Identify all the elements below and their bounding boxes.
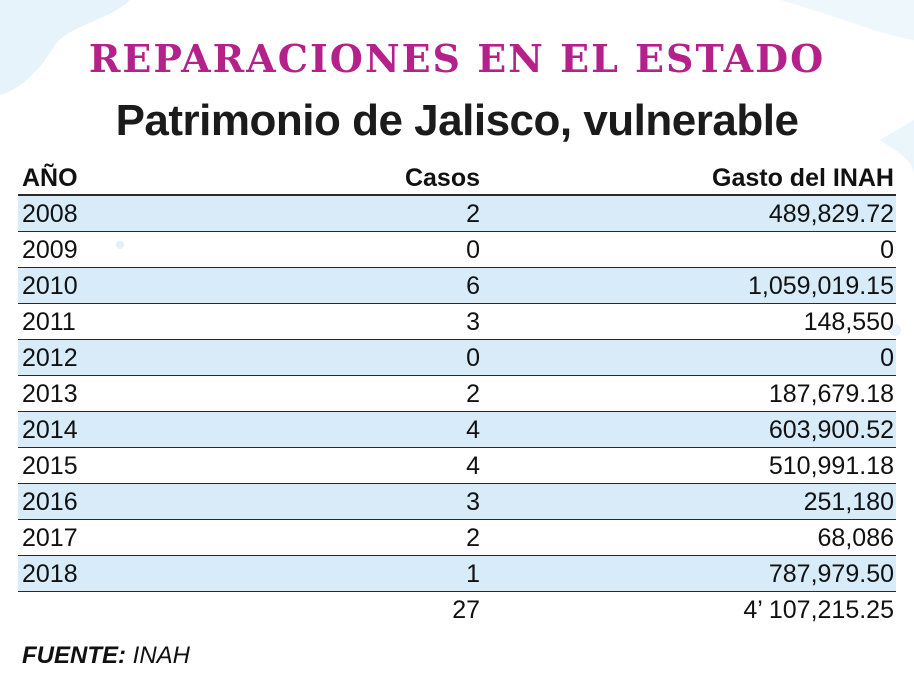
table-row: 2016 3 251,180 [18, 484, 896, 520]
cell-cases: 3 [466, 488, 480, 516]
table-header: AÑO Casos Gasto del INAH [18, 160, 896, 196]
cell-year: 2015 [22, 452, 78, 480]
cell-year: 2009 [22, 236, 78, 264]
cell-spend: 68,086 [817, 524, 894, 552]
cell-year: 2011 [22, 308, 76, 336]
cell-spend: 1,059,019.15 [748, 272, 894, 300]
table-row: 2009 0 0 [18, 232, 896, 268]
column-header-spend: Gasto del INAH [712, 164, 894, 192]
table-row: 2015 4 510,991.18 [18, 448, 896, 484]
table-row: 2017 2 68,086 [18, 520, 896, 556]
cell-spend: 489,829.72 [768, 200, 894, 228]
cell-cases: 4 [466, 416, 480, 444]
page-title: Patrimonio de Jalisco, vulnerable [115, 96, 799, 145]
table-row: 2012 0 0 [18, 340, 896, 376]
section-kicker: REPARACIONES EN EL ESTADO [88, 36, 826, 81]
table-row: 2011 3 148,550 [18, 304, 896, 340]
cell-cases: 2 [466, 200, 480, 228]
column-header-cases: Casos [404, 164, 480, 192]
column-header-year: AÑO [22, 164, 78, 192]
table-row: 2008 2 489,829.72 [18, 196, 896, 232]
cell-cases: 0 [466, 236, 480, 264]
table-row: 2010 6 1,059,019.15 [18, 268, 896, 304]
cell-year: 2018 [22, 560, 78, 588]
cell-year: 2008 [22, 200, 78, 228]
source-value: INAH [132, 642, 191, 669]
table-row: 2018 1 787,979.50 [18, 556, 896, 592]
total-spend: 4’ 107,215.25 [743, 596, 894, 624]
source-note: FUENTE: INAH [22, 642, 190, 670]
cell-spend: 148,550 [803, 308, 894, 336]
cell-spend: 251,180 [803, 488, 894, 516]
cell-cases: 6 [466, 272, 480, 300]
data-table: AÑO Casos Gasto del INAH 2008 2 489,829.… [18, 160, 896, 628]
cell-year: 2016 [22, 488, 78, 516]
table-row: 2013 2 187,679.18 [18, 376, 896, 412]
cell-cases: 4 [466, 452, 480, 480]
total-cases: 27 [452, 596, 480, 624]
cell-cases: 1 [466, 560, 480, 588]
table-total-row: 27 4’ 107,215.25 [18, 592, 896, 628]
cell-spend: 0 [880, 344, 894, 372]
cell-cases: 2 [466, 524, 480, 552]
cell-year: 2010 [22, 272, 78, 300]
cell-year: 2017 [22, 524, 78, 552]
cell-spend: 603,900.52 [768, 416, 894, 444]
table-row: 2014 4 603,900.52 [18, 412, 896, 448]
cell-spend: 510,991.18 [768, 452, 894, 480]
cell-cases: 2 [466, 380, 480, 408]
cell-year: 2012 [22, 344, 78, 372]
source-label: FUENTE: [22, 642, 126, 669]
cell-cases: 3 [466, 308, 480, 336]
cell-year: 2014 [22, 416, 78, 444]
cell-spend: 0 [880, 236, 894, 264]
cell-cases: 0 [466, 344, 480, 372]
cell-spend: 187,679.18 [768, 380, 894, 408]
cell-year: 2013 [22, 380, 78, 408]
cell-spend: 787,979.50 [768, 560, 894, 588]
